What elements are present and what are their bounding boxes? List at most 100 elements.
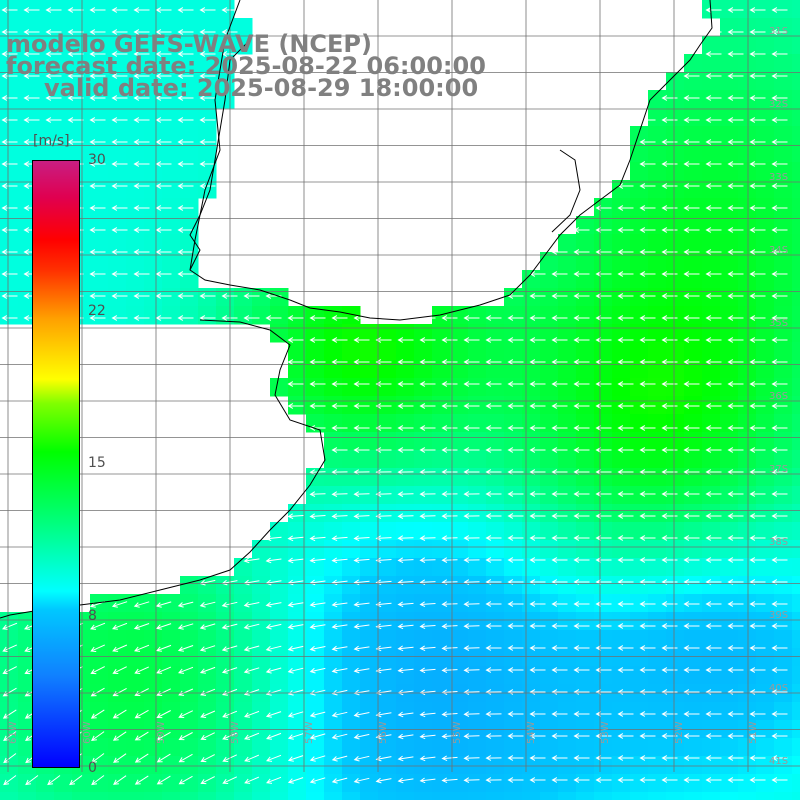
wind-arrow bbox=[551, 667, 568, 673]
wind-arrow bbox=[507, 535, 524, 541]
wind-cell bbox=[684, 108, 703, 127]
wind-arrow bbox=[353, 535, 370, 542]
wind-cell bbox=[468, 306, 487, 325]
wind-cell bbox=[612, 576, 631, 595]
wind-arrow bbox=[177, 315, 194, 321]
wind-cell bbox=[378, 414, 397, 433]
wind-arrow bbox=[661, 227, 678, 233]
wind-arrow bbox=[749, 271, 766, 277]
wind-arrow bbox=[639, 359, 656, 365]
wind-cell bbox=[522, 378, 541, 397]
wind-cell bbox=[594, 792, 613, 800]
wind-cell bbox=[54, 72, 73, 91]
wind-cell bbox=[432, 342, 451, 361]
wind-cell bbox=[720, 54, 739, 73]
wind-cell bbox=[432, 666, 451, 685]
wind-cell bbox=[432, 648, 451, 667]
wind-arrow bbox=[199, 623, 216, 630]
wind-arrow bbox=[595, 447, 612, 453]
wind-arrow bbox=[529, 711, 546, 717]
wind-cell bbox=[486, 792, 505, 800]
wind-cell bbox=[126, 594, 145, 613]
wind-cell bbox=[774, 306, 793, 325]
wind-cell bbox=[756, 180, 775, 199]
wind-arrow bbox=[661, 601, 678, 607]
wind-cell bbox=[630, 576, 649, 595]
wind-cell bbox=[378, 630, 397, 649]
wind-cell bbox=[234, 738, 253, 757]
wind-arrow bbox=[397, 447, 414, 453]
wind-arrow bbox=[639, 315, 656, 321]
wind-cell bbox=[342, 738, 361, 757]
wind-cell bbox=[792, 594, 800, 613]
wind-arrow bbox=[23, 51, 40, 57]
wind-cell bbox=[558, 522, 577, 541]
wind-arrow bbox=[551, 249, 568, 255]
wind-cell bbox=[738, 486, 757, 505]
wind-cell bbox=[36, 54, 55, 73]
wind-arrow bbox=[551, 777, 568, 783]
wind-arrow bbox=[595, 535, 612, 541]
wind-cell bbox=[540, 648, 559, 667]
wind-arrow bbox=[595, 403, 612, 409]
wind-cell bbox=[252, 612, 271, 631]
wind-cell bbox=[558, 486, 577, 505]
wind-cell bbox=[648, 432, 667, 451]
wind-arrow bbox=[45, 7, 62, 13]
wind-arrow bbox=[353, 557, 370, 564]
wind-arrow bbox=[683, 601, 700, 607]
wind-arrow bbox=[91, 753, 105, 764]
wind-cell bbox=[774, 738, 793, 757]
wind-cell bbox=[450, 306, 469, 325]
wind-arrow bbox=[749, 117, 766, 123]
wind-arrow bbox=[617, 667, 634, 673]
wind-arrow bbox=[551, 535, 568, 541]
wind-arrow bbox=[683, 425, 700, 431]
wind-cell bbox=[540, 540, 559, 559]
wind-arrow bbox=[661, 535, 678, 541]
wind-arrow bbox=[375, 623, 392, 630]
wind-arrow bbox=[265, 645, 282, 652]
wind-cell bbox=[774, 756, 793, 775]
wind-arrow bbox=[529, 535, 546, 541]
wind-arrow bbox=[441, 623, 458, 629]
wind-arrow bbox=[749, 667, 766, 673]
wind-arrow bbox=[617, 689, 634, 695]
wind-arrow bbox=[441, 359, 458, 365]
wind-cell bbox=[198, 594, 217, 613]
wind-cell bbox=[756, 126, 775, 145]
wind-cell bbox=[630, 234, 649, 253]
wind-cell bbox=[90, 774, 109, 793]
wind-cell bbox=[162, 234, 181, 253]
wind-cell bbox=[558, 648, 577, 667]
wind-arrow bbox=[441, 403, 458, 409]
wind-arrow bbox=[200, 710, 216, 718]
wind-cell bbox=[666, 90, 685, 109]
wind-cell bbox=[0, 306, 19, 325]
wind-cell bbox=[90, 0, 109, 19]
wind-cell bbox=[738, 540, 757, 559]
wind-cell bbox=[306, 576, 325, 595]
wind-arrow bbox=[705, 601, 722, 607]
wind-arrow bbox=[705, 7, 722, 13]
wind-arrow bbox=[639, 689, 656, 695]
wind-cell bbox=[414, 702, 433, 721]
wind-cell bbox=[198, 666, 217, 685]
wind-arrow bbox=[265, 315, 282, 321]
wind-cell bbox=[360, 774, 379, 793]
wind-cell bbox=[540, 792, 559, 800]
wind-cell bbox=[198, 774, 217, 793]
wind-arrow bbox=[661, 315, 678, 321]
wind-cell bbox=[486, 648, 505, 667]
wind-cell bbox=[486, 432, 505, 451]
wind-cell bbox=[738, 198, 757, 217]
wind-cell bbox=[594, 396, 613, 415]
wind-cell bbox=[504, 792, 523, 800]
wind-cell bbox=[774, 198, 793, 217]
wind-cell bbox=[450, 594, 469, 613]
wind-cell bbox=[378, 504, 397, 523]
wind-arrow bbox=[243, 557, 260, 564]
wind-arrow bbox=[177, 183, 194, 189]
wind-cell bbox=[270, 738, 289, 757]
wind-arrow bbox=[661, 403, 678, 409]
